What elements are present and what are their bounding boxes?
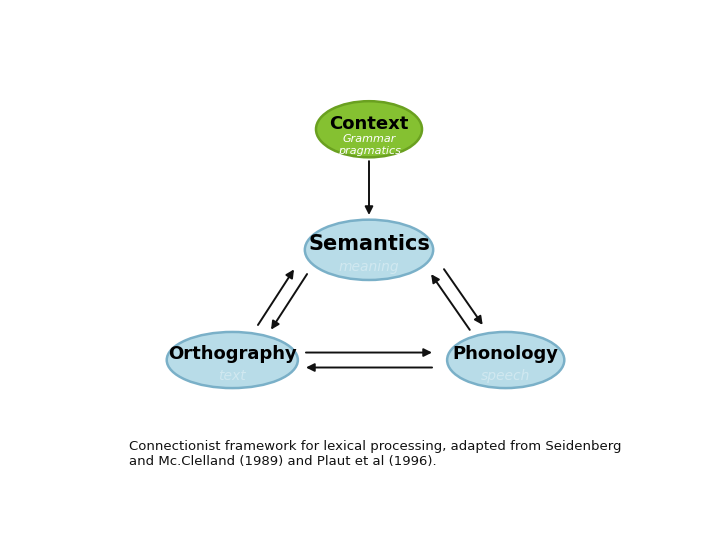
Text: Phonology: Phonology bbox=[453, 346, 559, 363]
Text: Orthography: Orthography bbox=[168, 346, 297, 363]
Text: Semantics: Semantics bbox=[308, 234, 430, 254]
Text: Context: Context bbox=[329, 114, 409, 133]
Ellipse shape bbox=[316, 101, 422, 157]
Text: text: text bbox=[218, 369, 246, 383]
Text: Grammar
pragmatics: Grammar pragmatics bbox=[338, 134, 400, 156]
Ellipse shape bbox=[305, 220, 433, 280]
Text: Connectionist framework for lexical processing, adapted from Seidenberg
and Mc.C: Connectionist framework for lexical proc… bbox=[129, 440, 621, 468]
Ellipse shape bbox=[447, 332, 564, 388]
Text: meaning: meaning bbox=[338, 260, 400, 274]
Ellipse shape bbox=[167, 332, 298, 388]
Text: speech: speech bbox=[481, 369, 531, 383]
